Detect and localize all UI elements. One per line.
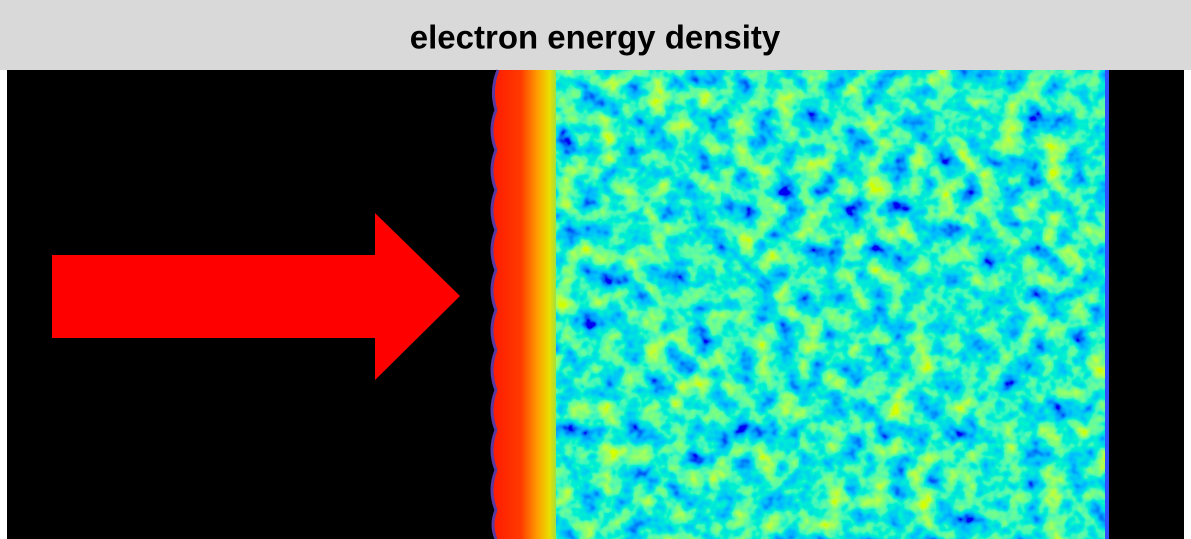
figure: electron energy density bbox=[0, 0, 1191, 539]
page: electron energy density (() => { const d… bbox=[0, 0, 1191, 539]
title: electron energy density bbox=[410, 19, 781, 56]
density-field bbox=[553, 70, 1109, 539]
rear-edge bbox=[1105, 70, 1109, 539]
laser-front bbox=[492, 70, 556, 539]
